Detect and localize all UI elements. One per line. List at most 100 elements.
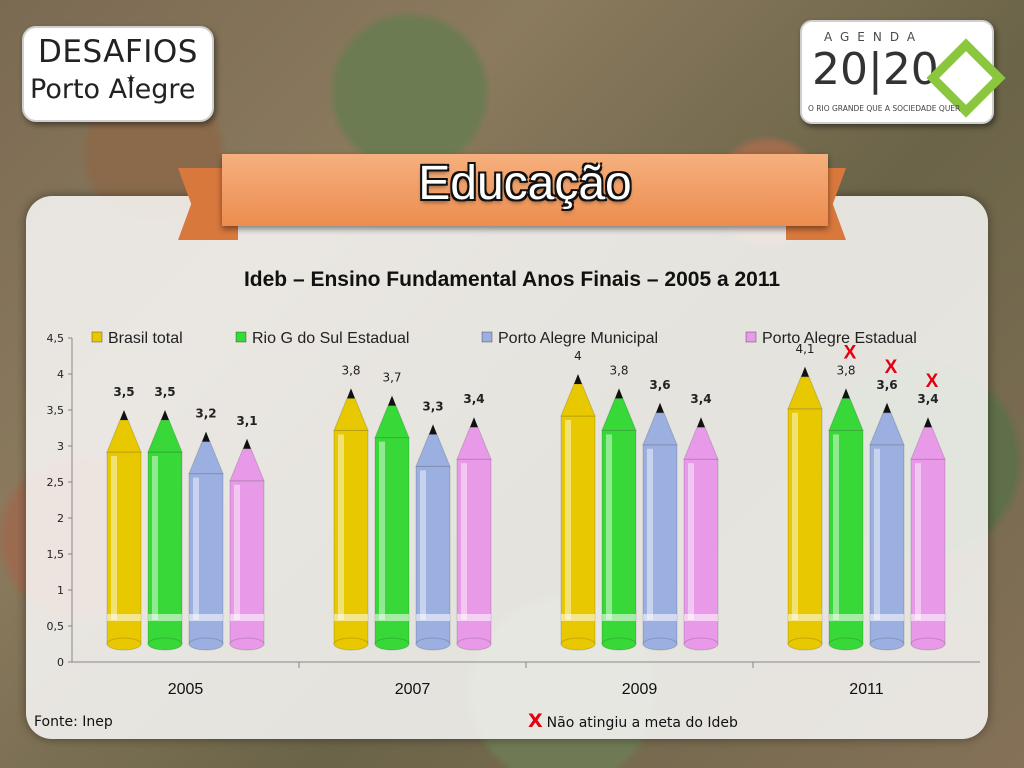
y-tick-label: 2 bbox=[57, 512, 64, 525]
y-tick-label: 0,5 bbox=[47, 620, 65, 633]
content-panel bbox=[26, 196, 988, 739]
pencil-lead bbox=[697, 417, 705, 428]
agenda-year: 20|20 bbox=[812, 44, 939, 95]
y-tick-label: 3,5 bbox=[47, 404, 65, 417]
pencil-lead bbox=[883, 402, 891, 413]
agenda-2020-logo: AGENDA 20|20 O RIO GRANDE QUE A SOCIEDAD… bbox=[800, 20, 1006, 124]
x-tick-label: 2007 bbox=[395, 681, 431, 698]
pencil-highlight bbox=[193, 477, 199, 620]
pencil-band bbox=[684, 614, 718, 621]
pencil-tip bbox=[229, 448, 265, 482]
pencil-highlight bbox=[565, 420, 571, 620]
data-label: 4,1 bbox=[795, 342, 814, 356]
pencil-base bbox=[910, 637, 946, 651]
pencil-band bbox=[457, 614, 491, 621]
pencil-lead bbox=[161, 410, 169, 420]
pencil-highlight bbox=[688, 463, 694, 620]
pencil-band bbox=[375, 614, 409, 621]
logo-line2: Porto Alegre bbox=[30, 74, 196, 105]
pencil-highlight bbox=[833, 434, 839, 620]
pencil-lead bbox=[347, 388, 355, 399]
pencil-tip bbox=[415, 433, 451, 467]
legend-swatch bbox=[91, 331, 103, 343]
pencil-highlight bbox=[874, 448, 880, 620]
pencil-bar bbox=[456, 458, 492, 645]
pencil-tip bbox=[106, 419, 142, 453]
pencil-highlight bbox=[647, 448, 653, 620]
pencil-lead bbox=[656, 402, 664, 413]
legend-label: Brasil total bbox=[108, 330, 183, 347]
pencil-base bbox=[415, 637, 451, 651]
pencil-tip bbox=[374, 405, 410, 439]
pencil-bar bbox=[869, 444, 905, 645]
pencil-tip bbox=[828, 397, 864, 431]
agenda-subtitle: O RIO GRANDE QUE A SOCIEDADE QUER bbox=[808, 104, 961, 113]
legend-swatch bbox=[481, 331, 493, 343]
pencil-tip bbox=[147, 419, 183, 453]
data-label: 3,6 bbox=[876, 378, 897, 392]
chart-title: Ideb – Ensino Fundamental Anos Finais – … bbox=[243, 268, 781, 291]
pencil-band bbox=[416, 614, 450, 621]
pencil-band bbox=[829, 614, 863, 621]
pencil-base bbox=[147, 637, 183, 651]
pencil-base bbox=[787, 637, 823, 651]
footer-legend: X Não atingiu a meta do Ideb bbox=[528, 710, 738, 732]
pencil-highlight bbox=[152, 456, 158, 620]
pencil-lead bbox=[615, 388, 623, 399]
data-label: 3,7 bbox=[382, 371, 401, 385]
data-label: 3,8 bbox=[341, 363, 360, 377]
pencil-tip bbox=[601, 397, 637, 431]
pencil-band bbox=[561, 614, 595, 621]
page-title: Educação bbox=[418, 157, 632, 210]
pencil-bar bbox=[787, 408, 823, 645]
legend-swatch bbox=[745, 331, 757, 343]
pencil-tip bbox=[869, 412, 905, 446]
pencil-base bbox=[374, 637, 410, 651]
pencil-band bbox=[911, 614, 945, 621]
pencil-base bbox=[106, 637, 142, 651]
pencil-base bbox=[229, 637, 265, 651]
data-label: 3,5 bbox=[113, 385, 134, 399]
logo-line1: DESAFIOS bbox=[38, 34, 198, 70]
pencil-highlight bbox=[338, 434, 344, 620]
data-label: 3,4 bbox=[690, 392, 711, 406]
data-label: 3,1 bbox=[236, 414, 257, 428]
pencil-highlight bbox=[379, 441, 385, 620]
source-note: Fonte: Inep bbox=[34, 714, 113, 730]
pencil-base bbox=[828, 637, 864, 651]
pencil-tip bbox=[456, 426, 492, 460]
pencil-highlight bbox=[792, 412, 798, 620]
pencil-band bbox=[107, 614, 141, 621]
data-label: 3,6 bbox=[649, 378, 670, 392]
pencil-lead bbox=[243, 438, 251, 449]
missed-target-marker: X bbox=[885, 357, 898, 378]
pencil-highlight bbox=[915, 463, 921, 620]
legend-swatch bbox=[235, 331, 247, 343]
pencil-band bbox=[334, 614, 368, 621]
data-label: 3,8 bbox=[836, 363, 855, 377]
pencil-base bbox=[560, 637, 596, 651]
pencil-bar bbox=[374, 437, 410, 645]
pencil-base bbox=[188, 637, 224, 651]
legend-label: Rio G do Sul Estadual bbox=[252, 330, 409, 347]
legend-label: Porto Alegre Municipal bbox=[498, 330, 658, 347]
x-tick-label: 2005 bbox=[168, 681, 204, 698]
pencil-highlight bbox=[606, 434, 612, 620]
x-marker-icon: X bbox=[528, 710, 543, 732]
pencil-lead bbox=[429, 424, 437, 435]
pencil-base bbox=[642, 637, 678, 651]
title-banner bbox=[222, 154, 828, 226]
pencil-lead bbox=[120, 410, 128, 420]
missed-target-marker: X bbox=[844, 342, 857, 363]
pencil-bar bbox=[106, 451, 142, 645]
pencil-band bbox=[230, 614, 264, 621]
pencil-highlight bbox=[111, 456, 117, 620]
pencil-lead bbox=[388, 395, 396, 406]
pencil-tip bbox=[642, 412, 678, 446]
logo-star-icon: ★ bbox=[126, 72, 136, 85]
pencil-lead bbox=[801, 366, 809, 377]
pencil-band bbox=[602, 614, 636, 621]
pencil-tip bbox=[683, 426, 719, 460]
pencil-lead bbox=[842, 388, 850, 399]
